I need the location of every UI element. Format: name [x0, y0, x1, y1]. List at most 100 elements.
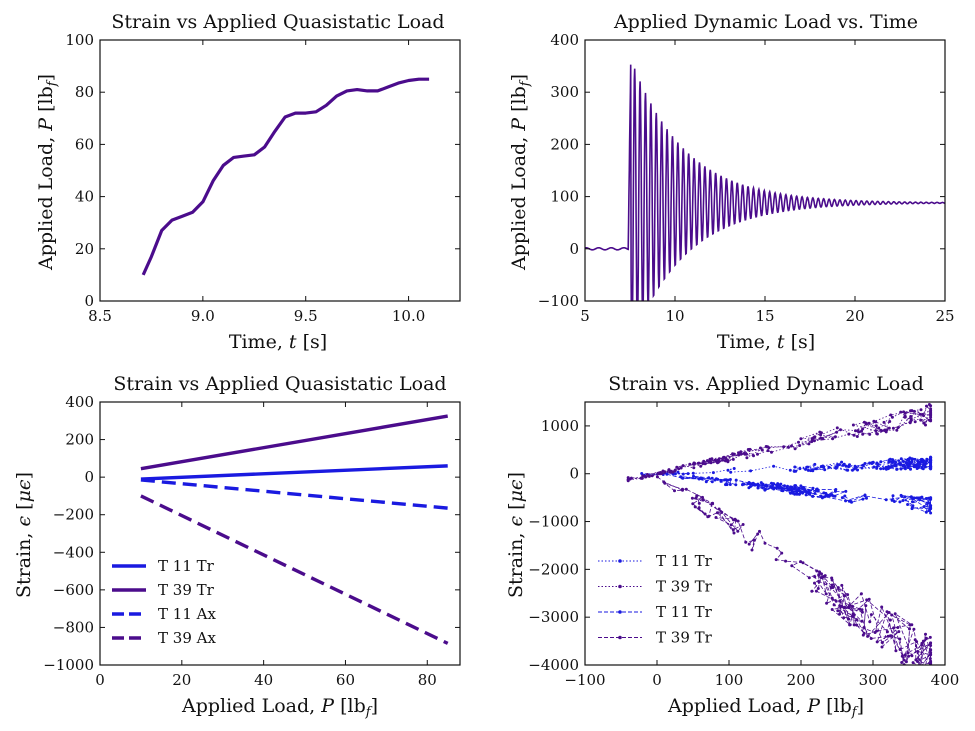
data-point — [790, 444, 793, 448]
data-point — [701, 462, 705, 466]
series-line — [585, 64, 945, 301]
x-tick-label: 20 — [845, 307, 864, 325]
data-point — [901, 499, 905, 502]
data-point — [816, 587, 820, 590]
data-point — [929, 404, 933, 408]
data-point — [787, 445, 790, 449]
y-tick-label: −1000 — [43, 656, 94, 674]
data-point — [834, 599, 838, 603]
data-point — [915, 467, 919, 470]
chart-title: Strain vs. Applied Dynamic Load — [608, 373, 923, 395]
data-point — [879, 467, 883, 471]
legend-label: T 11 Tr — [656, 552, 713, 570]
data-point — [909, 467, 912, 471]
data-point — [895, 428, 899, 432]
data-point — [793, 487, 797, 491]
data-point — [760, 448, 764, 452]
data-point — [751, 481, 755, 485]
data-point — [867, 421, 871, 425]
legend-label: T 11 Tr — [656, 603, 713, 621]
data-point — [852, 613, 856, 617]
data-point — [860, 466, 864, 470]
y-tick-label: 400 — [65, 393, 94, 411]
y-tick-label: 20 — [75, 240, 94, 258]
data-point — [830, 608, 834, 611]
data-point — [745, 456, 749, 460]
panel-bottom-right: Strain vs. Applied Dynamic Load −100 0 100… — [505, 373, 959, 720]
data-point — [840, 583, 844, 587]
data-point — [874, 424, 878, 428]
data-point — [655, 475, 659, 479]
data-point — [885, 610, 889, 614]
y-tick-label: −200 — [53, 506, 94, 524]
data-point — [776, 482, 780, 486]
data-point — [916, 650, 920, 653]
data-point — [813, 462, 817, 466]
data-point — [793, 465, 797, 469]
data-point — [903, 465, 907, 469]
data-point — [929, 648, 933, 652]
data-point — [903, 495, 907, 499]
data-point — [832, 494, 835, 498]
plot-area: −100 0 100 200 300 400−4000−3000−2000−1000010… — [528, 401, 959, 689]
data-point — [811, 494, 815, 498]
data-point — [701, 498, 705, 502]
data-point — [873, 631, 877, 634]
data-point — [797, 440, 800, 444]
data-point — [929, 413, 933, 416]
y-axis-label: Applied Load, P [lbf] — [508, 74, 533, 271]
data-point — [889, 413, 893, 417]
data-point — [692, 474, 695, 478]
data-point — [853, 464, 857, 468]
data-point — [929, 409, 933, 413]
chart-title: Applied Dynamic Load vs. Time — [613, 11, 918, 33]
x-tick-label: 5 — [580, 307, 590, 325]
data-point — [843, 594, 847, 598]
data-point — [675, 465, 679, 469]
data-point — [924, 497, 928, 500]
data-point — [734, 483, 738, 487]
data-point — [626, 478, 630, 482]
data-point — [911, 500, 914, 504]
data-point — [869, 637, 873, 640]
data-point — [899, 463, 903, 467]
x-axis-label: Time, t [s] — [229, 331, 327, 353]
data-point — [898, 648, 902, 651]
data-point — [864, 422, 868, 426]
data-point — [798, 444, 802, 447]
y-tick-label: 60 — [75, 135, 94, 153]
data-point — [732, 531, 736, 535]
data-point — [921, 467, 925, 471]
data-point — [922, 505, 926, 509]
data-point — [715, 511, 719, 515]
data-point — [921, 460, 924, 464]
data-point — [889, 634, 892, 638]
data-point — [747, 482, 751, 485]
series-line — [140, 464, 448, 481]
data-point — [899, 410, 903, 414]
y-tick-label: −4000 — [528, 656, 579, 674]
data-point — [874, 420, 878, 424]
x-tick-label: 15 — [755, 307, 774, 325]
data-point — [912, 463, 916, 467]
x-axis-label: Time, t [s] — [717, 331, 815, 353]
data-point — [810, 440, 814, 444]
data-point — [884, 498, 888, 502]
data-point — [887, 460, 891, 464]
data-point — [910, 507, 914, 511]
data-point — [888, 618, 892, 622]
data-point — [673, 489, 676, 493]
legend-label: T 39 Tr — [656, 578, 713, 596]
data-point — [906, 651, 910, 655]
data-point — [786, 484, 789, 488]
panel-top-left: Strain vs Applied Quasistatic Load 8.5 9.… — [35, 11, 461, 353]
data-point — [793, 447, 797, 451]
data-point — [745, 452, 748, 456]
data-point — [713, 458, 717, 462]
data-point — [844, 464, 848, 468]
data-layer — [141, 77, 430, 276]
data-point — [691, 502, 695, 506]
data-point — [902, 460, 905, 463]
data-point — [929, 507, 933, 510]
data-point — [844, 489, 848, 493]
